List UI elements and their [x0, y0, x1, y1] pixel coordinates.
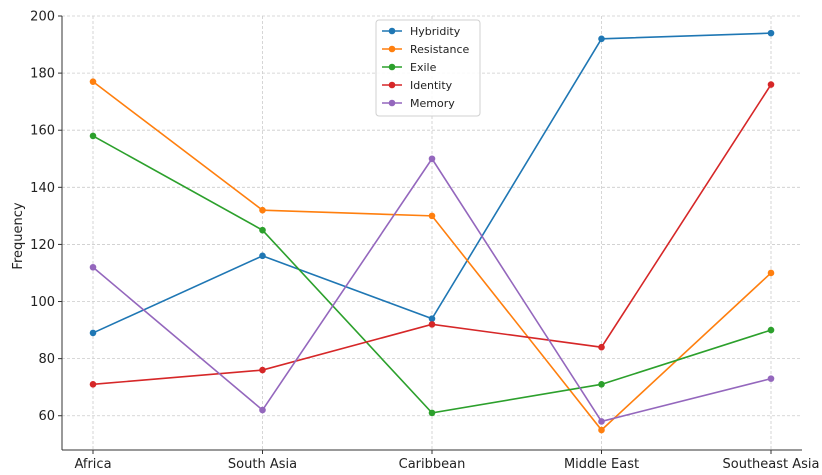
legend: Hybridity Resistance Exile Identity Memory: [375, 19, 481, 117]
y-tick-label-2: 100: [30, 295, 55, 310]
legend-swatch-marker-0: [388, 27, 396, 35]
legend-swatch-marker-2: [388, 63, 396, 71]
data-point-resistance-4: [767, 269, 775, 277]
y-axis-label: Frequency: [11, 202, 26, 269]
y-tick-label-3: 120: [30, 238, 55, 253]
data-point-identity-4: [767, 81, 775, 88]
data-point-identity-0: [89, 381, 97, 388]
data-point-hybridity-4: [767, 29, 775, 37]
x-tick-label-2: Caribbean: [399, 457, 466, 472]
data-point-hybridity-2: [428, 315, 436, 322]
data-point-memory-3: [598, 418, 605, 425]
data-point-memory-4: [767, 375, 775, 382]
data-point-hybridity-0: [89, 329, 97, 337]
axes: [58, 15, 802, 454]
data-point-resistance-1: [259, 206, 266, 214]
y-tick-label-4: 140: [30, 181, 55, 196]
legend-box: [375, 19, 481, 117]
series-hybridity: [89, 29, 775, 337]
data-point-memory-0: [89, 263, 97, 271]
data-point-exile-2: [428, 409, 436, 417]
data-point-identity-3: [598, 343, 605, 351]
y-tick-label-7: 200: [30, 10, 55, 25]
x-tick-label-0: Africa: [74, 457, 111, 472]
x-tick-label-3: Middle East: [564, 457, 639, 472]
data-point-resistance-2: [428, 212, 436, 220]
legend-item-memory: Memory: [382, 97, 455, 110]
legend-label-2: Exile: [410, 61, 437, 74]
legend-item-hybridity: Hybridity: [382, 25, 461, 38]
y-tick-label-0: 60: [38, 409, 55, 424]
data-point-memory-1: [259, 406, 266, 414]
legend-item-identity: Identity: [382, 79, 453, 92]
tick-labels: 60 80 100 120 140 160 180 200 Africa South Asia Ca…: [30, 10, 819, 473]
x-tick-label-4: Southeast Asia: [723, 457, 820, 472]
legend-label-4: Memory: [410, 97, 455, 110]
legend-item-resistance: Resistance: [382, 43, 470, 56]
series-identity: [89, 81, 775, 388]
legend-label-1: Resistance: [410, 43, 470, 56]
legend-label-0: Hybridity: [410, 25, 461, 38]
data-point-memory-2: [428, 155, 436, 163]
series-layer: [89, 29, 775, 434]
series-resistance: [89, 78, 775, 434]
data-point-identity-1: [259, 366, 266, 374]
legend-swatch-marker-3: [388, 81, 396, 89]
y-tick-label-1: 80: [38, 352, 55, 367]
data-point-exile-3: [598, 381, 605, 388]
data-point-exile-4: [767, 326, 775, 334]
legend-swatch-marker-4: [388, 99, 396, 107]
y-tick-label-5: 160: [30, 124, 55, 139]
series-exile: [89, 132, 775, 417]
data-point-hybridity-1: [259, 252, 266, 260]
y-tick-label-6: 180: [30, 67, 55, 82]
data-point-identity-2: [428, 321, 436, 328]
data-point-hybridity-3: [598, 35, 605, 43]
series-memory: [89, 155, 775, 425]
data-point-exile-1: [259, 226, 266, 234]
series-line-identity: [92, 84, 772, 386]
legend-swatch-marker-1: [388, 45, 396, 53]
legend-label-3: Identity: [410, 79, 453, 92]
data-point-resistance-3: [598, 426, 605, 434]
legend-item-exile: Exile: [382, 61, 437, 74]
x-tick-label-1: South Asia: [228, 457, 297, 472]
data-point-exile-0: [89, 132, 97, 140]
data-point-resistance-0: [89, 78, 97, 85]
